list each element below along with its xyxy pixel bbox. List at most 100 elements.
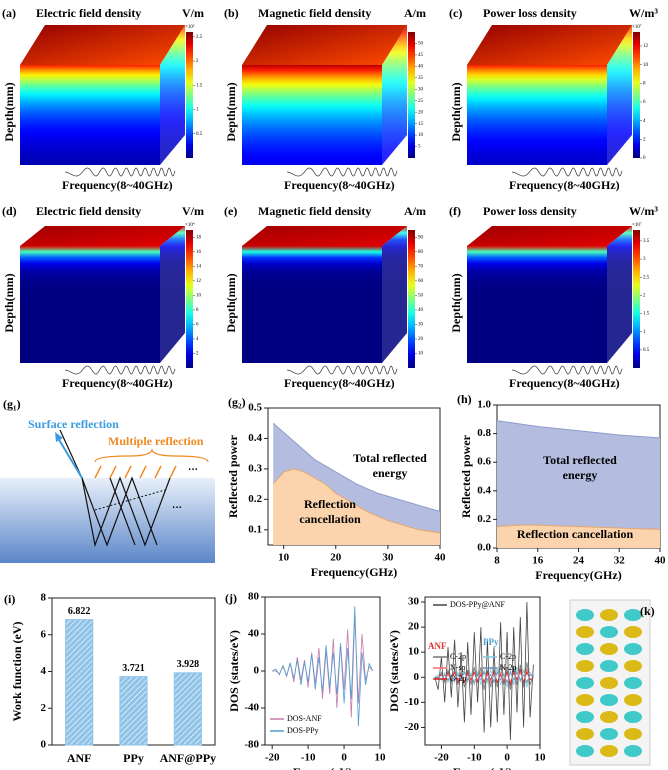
legend-label: O-2p [450,674,466,683]
panel-title: Magnetic field density [258,204,371,218]
frequency-wave [286,365,398,375]
y-axis-label: Reflected power [226,434,240,518]
cube-side [607,226,632,363]
colorbar-tick-label: 2 [643,137,646,142]
y-tick-label: 30 [408,596,420,608]
isosurface [624,643,642,655]
y-tick-label: 0 [254,665,260,677]
brace [94,448,209,463]
legend-label: C-2p [450,652,466,661]
y-tick-label: 0.0 [477,542,491,554]
isosurface [624,626,642,638]
x-tick-label: 10 [278,552,290,564]
cube-top [467,226,632,246]
colorbar-tick-label: 12 [643,44,649,49]
legend-label: DOS-ANF [287,714,322,723]
x-axis-label: Energy(eV) [293,765,352,770]
colorbar-tick-label: 2.5 [196,35,203,40]
colorbar-tick-label: 20 [418,110,424,115]
cube-top [242,25,407,65]
isosurface [576,677,594,689]
colorbar [186,32,193,158]
value-label: 3.721 [122,663,145,674]
isosurface [600,643,618,655]
panel-label: (d) [2,204,17,218]
bar [173,672,202,746]
colorbar-tick-label: 2.5 [643,275,650,280]
isosurface [624,711,642,723]
x-axis-label: Frequency(8~40GHz) [284,376,395,390]
y-axis-label: Depth(mm) [224,273,238,332]
colorbar-tick-label: 25 [418,99,424,104]
unit: V/m [182,6,204,20]
area-line [496,420,661,439]
surface-label: Surface reflection [28,417,119,431]
annotation: energy [373,466,408,480]
isosurface [576,694,594,706]
panel-title: Power loss density [483,204,577,218]
x-tick-label: PPy [123,751,144,765]
colorbar-tick-label: 2 [196,352,199,357]
y-tick-label: 0.6 [477,456,491,468]
colorbar-tick-label: 16 [196,250,202,255]
plot-frame [264,596,381,746]
bar [65,619,94,746]
y-tick-label: 0.2 [248,493,262,505]
x-axis-label: Frequency(8~40GHz) [509,178,620,192]
x-tick-label: 20 [330,552,342,564]
colorbar-multiplier: ×10⁴ [185,222,195,228]
unit: V/m [182,204,204,218]
isosurface [600,609,618,621]
isosurface [624,728,642,740]
dos-line [272,606,374,727]
y-tick-label: 0.8 [477,427,491,439]
y-tick-label: 0.4 [477,484,491,496]
panel-label: (e) [224,204,237,218]
colorbar [408,32,415,158]
x-axis-label: Frequency(GHz) [311,565,397,579]
y-tick-label: 40 [248,628,260,640]
unit: W/m³ [629,204,658,218]
y-tick-label: 8 [41,592,47,604]
x-tick-label: 0 [341,752,347,764]
x-axis-label: Frequency(8~40GHz) [509,376,620,390]
colorbar-tick-label: 2 [196,59,199,64]
cube-top [20,226,185,246]
colorbar-tick-label: 8 [643,81,646,86]
dots: ··· [172,502,182,513]
colorbar-multiplier: ×10⁷ [632,24,642,30]
colorbar-tick-label: 0.5 [643,348,650,353]
x-axis-label: Frequency(8~40GHz) [62,178,173,192]
colorbar-tick-label: 10 [418,352,424,357]
isosurface [576,643,594,655]
colorbar-tick-label: 6 [643,100,646,105]
colorbar-tick-label: 30 [418,323,424,328]
colorbar-tick-label: 3 [643,257,646,262]
colorbar-tick-label: 1 [643,330,646,335]
reflection-diagram: (g₁) Surface reflection Multiple reflect… [0,397,215,563]
y-tick-label: -40 [244,702,259,714]
x-axis-label: Frequency(8~40GHz) [284,178,395,192]
frequency-wave [64,365,176,375]
colorbar-tick-label: 80 [418,250,424,255]
frequency-wave [511,167,623,177]
legend-label: DOS-PPy [287,726,319,735]
x-tick-label: 40 [655,555,667,567]
x-axis-label: Frequency(8~40GHz) [62,376,173,390]
isosurface [624,677,642,689]
frequency-wave [511,365,623,375]
dos-line [434,662,534,690]
colorbar-tick-label: 0 [643,156,646,161]
panel-title: Electric field density [36,204,141,218]
colorbar-tick-label: 20 [418,337,424,342]
panel-label: (f) [449,204,461,218]
multiple-label: Multiple reflection [108,434,204,448]
annotation: cancellation [299,512,361,526]
x-tick-label: 30 [382,552,394,564]
y-tick-label: 80 [248,591,260,603]
annotation: energy [563,468,598,482]
y-axis-label: Reflected power [459,434,473,518]
dos-line [434,668,534,687]
y-tick-label: 0 [41,739,47,751]
panel-title: Electric field density [36,6,141,20]
